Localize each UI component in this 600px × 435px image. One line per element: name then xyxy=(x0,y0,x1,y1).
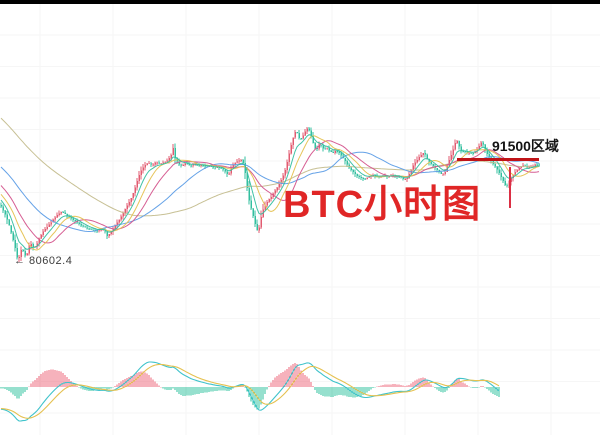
resistance-zone-label: 91500区域 xyxy=(492,138,559,154)
resistance-zone-line xyxy=(457,158,539,161)
low-price-label: ← 80602.4 xyxy=(14,255,73,267)
top-title-bar xyxy=(0,0,600,4)
chart-title-watermark: BTC小时图 xyxy=(283,184,482,226)
drop-marker-line xyxy=(509,167,511,208)
